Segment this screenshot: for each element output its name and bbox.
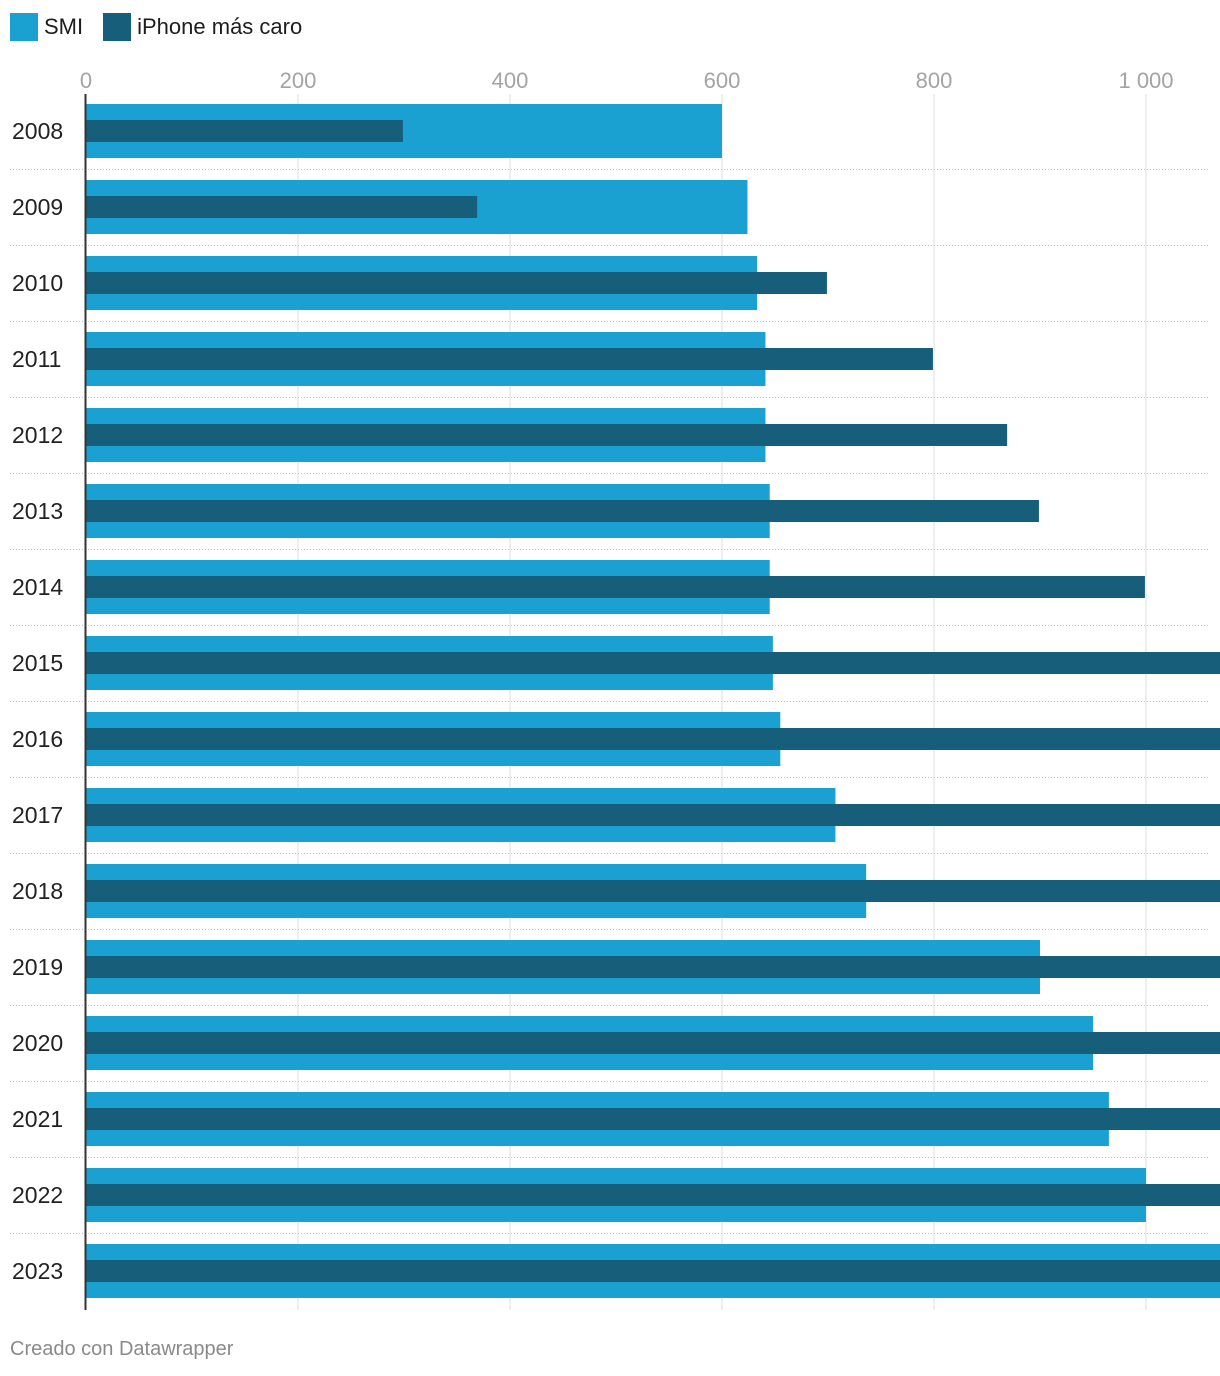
- legend-label-iphone: iPhone más caro: [137, 14, 303, 39]
- legend-label-smi: SMI: [44, 14, 84, 39]
- y-category-label: 2011: [12, 346, 61, 372]
- bar-iphone: [86, 880, 1220, 902]
- legend-item-iphone[interactable]: iPhone más caro: [103, 13, 302, 41]
- bar-iphone: [86, 500, 1039, 522]
- y-category-label: 2012: [12, 422, 63, 448]
- legend-swatch-smi: [10, 13, 38, 41]
- legend-item-smi[interactable]: SMI: [10, 13, 83, 41]
- bar-iphone: [86, 1184, 1220, 1206]
- footer-credit[interactable]: Creado con Datawrapper: [10, 1338, 234, 1360]
- y-category-label: 2013: [12, 498, 63, 524]
- y-category-label: 2010: [12, 270, 63, 296]
- x-tick-label: 600: [704, 68, 741, 93]
- y-category-label: 2014: [12, 574, 63, 600]
- bar-iphone: [86, 272, 827, 294]
- x-tick-label: 0: [80, 68, 92, 93]
- bar-iphone: [86, 804, 1220, 826]
- y-category-label: 2023: [12, 1258, 63, 1284]
- y-category-label: 2021: [12, 1106, 63, 1132]
- bar-iphone: [86, 1260, 1220, 1282]
- bar-iphone: [86, 576, 1145, 598]
- x-tick-label: 800: [916, 68, 953, 93]
- y-category-label: 2016: [12, 726, 63, 752]
- x-tick-label: 400: [492, 68, 529, 93]
- bar-iphone: [86, 956, 1220, 978]
- y-category-label: 2015: [12, 650, 63, 676]
- x-tick-label: 1 000: [1118, 68, 1173, 93]
- y-category-label: 2009: [12, 194, 63, 220]
- legend: SMI iPhone más caro: [10, 12, 322, 42]
- bar-iphone: [86, 1108, 1220, 1130]
- bar-iphone: [86, 348, 933, 370]
- bar-iphone: [86, 1032, 1220, 1054]
- legend-swatch-iphone: [103, 13, 132, 41]
- y-category-label: 2017: [12, 802, 63, 828]
- bar-iphone: [86, 424, 1008, 446]
- y-category-label: 2022: [12, 1182, 63, 1208]
- x-tick-label: 200: [280, 68, 317, 93]
- y-category-label: 2018: [12, 878, 63, 904]
- bar-iphone: [86, 728, 1220, 750]
- bar-iphone: [86, 120, 403, 142]
- bar-iphone: [86, 196, 478, 218]
- bar-iphone: [86, 652, 1220, 674]
- y-category-label: 2019: [12, 954, 63, 980]
- y-category-label: 2008: [12, 118, 63, 144]
- y-category-label: 2020: [12, 1030, 63, 1056]
